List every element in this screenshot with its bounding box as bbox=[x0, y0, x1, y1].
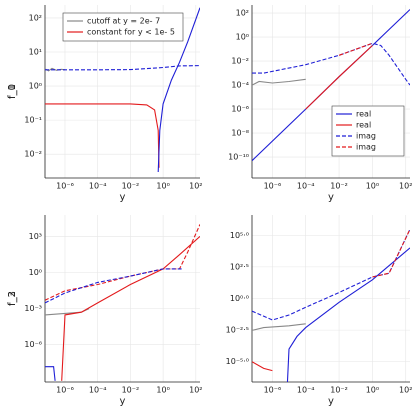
x-axis-label: y bbox=[328, 192, 334, 203]
x-tick-label: 10⁻⁶ bbox=[56, 182, 74, 191]
y-tick-label: 10² bbox=[236, 9, 249, 18]
series-line bbox=[45, 268, 183, 304]
x-tick-label: 10⁰ bbox=[156, 386, 169, 395]
x-tick-label: 10⁻⁴ bbox=[297, 182, 315, 191]
legend-label: imag bbox=[356, 132, 376, 141]
x-tick-label: 10⁻⁴ bbox=[89, 182, 107, 191]
x-tick-label: 10⁰ bbox=[366, 182, 379, 191]
x-tick-label: 10² bbox=[189, 182, 202, 191]
legend-box bbox=[62, 12, 184, 42]
series-line bbox=[45, 224, 200, 301]
series-line bbox=[338, 42, 373, 56]
series-line bbox=[157, 7, 200, 173]
y-axis-label: f_2 bbox=[7, 291, 18, 306]
x-tick-label: 10⁻⁶ bbox=[264, 182, 282, 191]
y-tick-label: 10⁻⁵·⁰ bbox=[226, 357, 249, 366]
x-axis-label: y bbox=[120, 192, 126, 203]
x-tick-label: 10⁻⁶ bbox=[56, 386, 74, 395]
y-tick-label: 10⁻⁴ bbox=[231, 81, 249, 90]
y-tick-label: 10² bbox=[29, 13, 42, 22]
x-tick-label: 10⁻² bbox=[122, 386, 140, 395]
series-line bbox=[252, 42, 410, 86]
y-tick-label: 10⁻⁶ bbox=[24, 340, 42, 349]
y-tick-label: 10⁻³ bbox=[24, 304, 42, 313]
x-tick-label: 10⁻⁴ bbox=[297, 386, 315, 395]
legend-label: constant for y < 1e- 5 bbox=[87, 28, 175, 37]
y-tick-label: 10¹ bbox=[29, 48, 42, 57]
y-tick-label: 10⁵·⁰ bbox=[230, 231, 249, 240]
x-tick-label: 10⁻⁶ bbox=[264, 386, 282, 395]
legend-label: real bbox=[356, 121, 371, 130]
y-tick-label: 10⁰ bbox=[236, 33, 249, 42]
y-tick-label: 10⁻⁶ bbox=[231, 105, 249, 114]
legend-label: imag bbox=[356, 143, 376, 152]
x-tick-label: 10⁻⁴ bbox=[89, 386, 107, 395]
y-tick-label: 10⁻¹⁰ bbox=[228, 153, 249, 162]
legend-label: real bbox=[356, 110, 371, 119]
y-axis-label: f_3 bbox=[7, 291, 18, 306]
x-axis-label: y bbox=[328, 396, 334, 407]
x-axis-label: y bbox=[120, 396, 126, 407]
y-tick-label: 10⁻²·⁵ bbox=[226, 326, 249, 335]
y-tick-label: 10³ bbox=[29, 232, 42, 241]
series-line bbox=[286, 247, 410, 382]
y-tick-label: 10⁰·⁰ bbox=[230, 294, 249, 303]
series-line bbox=[45, 65, 200, 71]
y-tick-label: 10⁻² bbox=[24, 150, 42, 159]
x-tick-label: 10⁻² bbox=[122, 182, 140, 191]
x-tick-label: 10² bbox=[189, 386, 202, 395]
series-line bbox=[252, 78, 306, 86]
series-line bbox=[305, 45, 373, 110]
x-tick-label: 10² bbox=[399, 386, 412, 395]
y-axis-label: f_1 bbox=[7, 84, 18, 99]
series-line bbox=[252, 228, 410, 321]
x-tick-label: 10⁰ bbox=[156, 182, 169, 191]
x-tick-label: 10⁻² bbox=[330, 386, 348, 395]
y-tick-label: 10⁰ bbox=[29, 268, 42, 277]
y-tick-label: 10⁻¹ bbox=[24, 116, 42, 125]
series-line bbox=[61, 235, 200, 381]
y-tick-label: 10⁰ bbox=[29, 82, 42, 91]
x-tick-label: 10² bbox=[399, 182, 412, 191]
legend-label: cutoff at y = 2e- 7 bbox=[87, 17, 160, 26]
series-line bbox=[45, 103, 160, 168]
series-line bbox=[252, 323, 306, 331]
x-tick-label: 10⁻² bbox=[330, 182, 348, 191]
y-tick-label: 10²·⁵ bbox=[230, 262, 249, 271]
y-axis-label: f_0 bbox=[7, 84, 18, 99]
series-line bbox=[372, 228, 410, 278]
series-line bbox=[252, 361, 273, 372]
y-tick-label: 10⁻² bbox=[231, 57, 249, 66]
x-tick-label: 10⁰ bbox=[366, 386, 379, 395]
series-line bbox=[45, 366, 56, 381]
y-tick-label: 10⁻⁸ bbox=[231, 129, 249, 138]
